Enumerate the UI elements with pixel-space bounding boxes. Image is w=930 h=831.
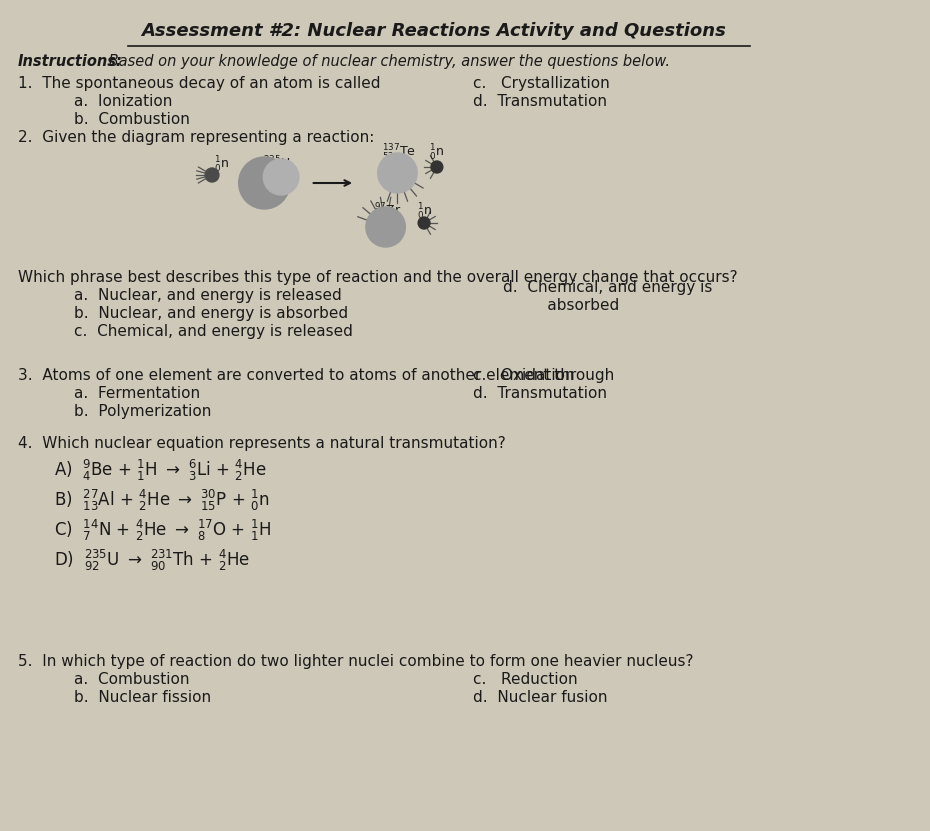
Text: $\mathregular{^{1}_{0}}$n: $\mathregular{^{1}_{0}}$n	[430, 143, 445, 163]
Circle shape	[239, 157, 290, 209]
Text: $\mathregular{^{97}_{40}}$Zr: $\mathregular{^{97}_{40}}$Zr	[374, 202, 401, 222]
Text: C)  $^{14}_{7}$N + $^{4}_{2}$He $\rightarrow$ $^{17}_{8}$O + $^{1}_{1}$H: C) $^{14}_{7}$N + $^{4}_{2}$He $\rightar…	[54, 518, 271, 543]
Text: 3.  Atoms of one element are converted to atoms of another element through: 3. Atoms of one element are converted to…	[18, 368, 614, 383]
Text: d.  Nuclear fusion: d. Nuclear fusion	[473, 690, 608, 705]
Text: Assessment #2: Nuclear Reactions Activity and Questions: Assessment #2: Nuclear Reactions Activit…	[141, 22, 726, 40]
Text: c.   Reduction: c. Reduction	[473, 672, 578, 687]
Text: $\mathregular{^{137}_{52}}$Te: $\mathregular{^{137}_{52}}$Te	[382, 143, 417, 163]
Text: c.   Oxidation: c. Oxidation	[473, 368, 575, 383]
Text: c.  Chemical, and energy is released: c. Chemical, and energy is released	[74, 324, 352, 339]
Circle shape	[431, 161, 443, 173]
Circle shape	[263, 159, 299, 195]
Circle shape	[378, 153, 418, 193]
Text: a.  Fermentation: a. Fermentation	[74, 386, 200, 401]
Text: a.  Ionization: a. Ionization	[74, 94, 172, 109]
Text: B)  $^{27}_{13}$Al + $^{4}_{2}$He $\rightarrow$ $^{30}_{15}$P + $^{1}_{0}$n: B) $^{27}_{13}$Al + $^{4}_{2}$He $\right…	[54, 488, 270, 513]
Text: $\mathregular{^{1}_{0}}$n: $\mathregular{^{1}_{0}}$n	[417, 202, 432, 222]
Text: Based on your knowledge of nuclear chemistry, answer the questions below.: Based on your knowledge of nuclear chemi…	[103, 54, 670, 69]
Text: D)  $^{235}_{92}$U $\rightarrow$ $^{231}_{90}$Th + $^{4}_{2}$He: D) $^{235}_{92}$U $\rightarrow$ $^{231}_…	[54, 548, 250, 573]
Text: A)  $^{9}_{4}$Be + $^{1}_{1}$H $\rightarrow$ $^{6}_{3}$Li + $^{4}_{2}$He: A) $^{9}_{4}$Be + $^{1}_{1}$H $\rightarr…	[54, 458, 267, 483]
Circle shape	[206, 168, 219, 182]
Text: absorbed: absorbed	[523, 298, 619, 313]
Text: Instructions:: Instructions:	[18, 54, 123, 69]
Text: d.  Transmutation: d. Transmutation	[473, 94, 607, 109]
Text: $\mathregular{^{235}_{92}}$U: $\mathregular{^{235}_{92}}$U	[262, 155, 290, 175]
Text: b.  Nuclear fission: b. Nuclear fission	[74, 690, 211, 705]
Text: 5.  In which type of reaction do two lighter nuclei combine to form one heavier : 5. In which type of reaction do two ligh…	[18, 654, 693, 669]
Text: a.  Nuclear, and energy is released: a. Nuclear, and energy is released	[74, 288, 341, 303]
Text: b.  Nuclear, and energy is absorbed: b. Nuclear, and energy is absorbed	[74, 306, 348, 321]
Text: b.  Polymerization: b. Polymerization	[74, 404, 211, 419]
Text: 2.  Given the diagram representing a reaction:: 2. Given the diagram representing a reac…	[18, 130, 374, 145]
Text: a.  Combustion: a. Combustion	[74, 672, 190, 687]
Text: $\mathregular{^{1}_{0}}$n: $\mathregular{^{1}_{0}}$n	[215, 155, 230, 175]
Circle shape	[418, 217, 430, 229]
Text: c.   Crystallization: c. Crystallization	[473, 76, 610, 91]
Text: d.  Chemical, and energy is: d. Chemical, and energy is	[503, 280, 712, 295]
Text: 1.  The spontaneous decay of an atom is called: 1. The spontaneous decay of an atom is c…	[18, 76, 380, 91]
Text: d.  Transmutation: d. Transmutation	[473, 386, 607, 401]
Text: Which phrase best describes this type of reaction and the overall energy change : Which phrase best describes this type of…	[18, 270, 737, 285]
Circle shape	[365, 207, 405, 247]
Text: b.  Combustion: b. Combustion	[74, 112, 190, 127]
Text: 4.  Which nuclear equation represents a natural transmutation?: 4. Which nuclear equation represents a n…	[18, 436, 506, 451]
